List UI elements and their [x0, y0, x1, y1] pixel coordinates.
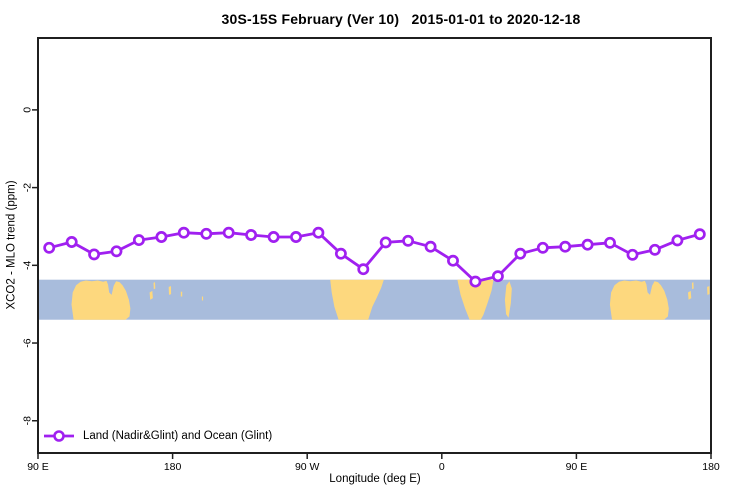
x-tick-label: 90 W	[295, 461, 320, 473]
data-point-marker	[177, 226, 190, 239]
x-axis-label: Longitude (deg E)	[329, 473, 421, 485]
data-point-marker	[43, 241, 56, 254]
data-point-marker	[469, 275, 482, 288]
data-point-marker	[671, 234, 684, 247]
map-band-land-south-america	[330, 279, 384, 320]
data-point-marker	[110, 245, 123, 258]
data-point-marker	[222, 226, 235, 239]
legend: Land (Nadir&Glint) and Ocean (Glint)	[42, 429, 272, 443]
x-tick-label: 180	[702, 461, 720, 473]
legend-line-marker-icon	[44, 430, 74, 442]
data-point-marker	[334, 247, 347, 260]
y-tick-label: -2	[22, 183, 34, 192]
data-point-marker	[155, 231, 168, 243]
map-band-land-australia-east-copy	[609, 280, 669, 320]
data-point-marker	[267, 231, 280, 243]
map-band-land-fiji-east-copy	[707, 286, 710, 295]
map-band-land-australia-west-copy	[71, 280, 131, 320]
y-tick-label: 0	[22, 107, 34, 113]
legend-label: Land (Nadir&Glint) and Ocean (Glint)	[83, 430, 273, 442]
x-tick-label: 90 E	[566, 461, 588, 473]
data-point-marker	[200, 227, 213, 240]
y-tick-label: -4	[22, 260, 34, 269]
data-point-marker	[357, 263, 370, 276]
data-point-marker	[491, 270, 504, 283]
map-band-land-fiji	[168, 286, 172, 295]
data-point-marker	[581, 238, 594, 251]
map-band-land-tonga	[180, 291, 183, 297]
map-band-land-madagascar	[504, 281, 512, 318]
data-point-marker	[604, 236, 616, 249]
data-point-marker	[536, 241, 549, 254]
x-tick-label: 180	[164, 461, 182, 473]
data-point-marker	[447, 254, 459, 267]
data-point-marker	[290, 231, 302, 243]
data-point-marker	[379, 236, 392, 249]
data-point-marker	[626, 248, 639, 261]
map-band-land-cook-islands	[201, 296, 204, 301]
data-point-marker	[402, 234, 415, 247]
data-point-marker	[514, 247, 527, 260]
map-band-land-new-caledonia	[149, 290, 153, 300]
x-tick-label: 0	[439, 461, 445, 473]
plot-border	[37, 37, 712, 454]
data-point-marker	[312, 226, 325, 239]
series-line	[48, 231, 701, 284]
map-band-land-vanuatu	[153, 282, 156, 290]
data-point-marker	[693, 228, 706, 241]
x-tick-label: 90 E	[27, 461, 49, 473]
y-tick-label: -6	[22, 338, 34, 347]
map-band-land-vanuatu-east-copy	[691, 282, 694, 290]
map-band-land-new-caledonia-east-copy	[688, 290, 692, 300]
data-point-marker	[424, 240, 437, 253]
data-point-marker	[132, 234, 145, 247]
y-tick-label: -8	[22, 416, 34, 425]
data-point-marker	[648, 243, 661, 256]
data-point-marker	[559, 240, 572, 253]
map-band-land-africa	[457, 279, 494, 320]
chart-title: 30S-15S February (Ver 10) 2015-01-01 to …	[221, 11, 581, 27]
data-point-marker	[65, 236, 78, 248]
data-point-marker	[88, 248, 101, 261]
data-point-marker	[245, 229, 258, 241]
